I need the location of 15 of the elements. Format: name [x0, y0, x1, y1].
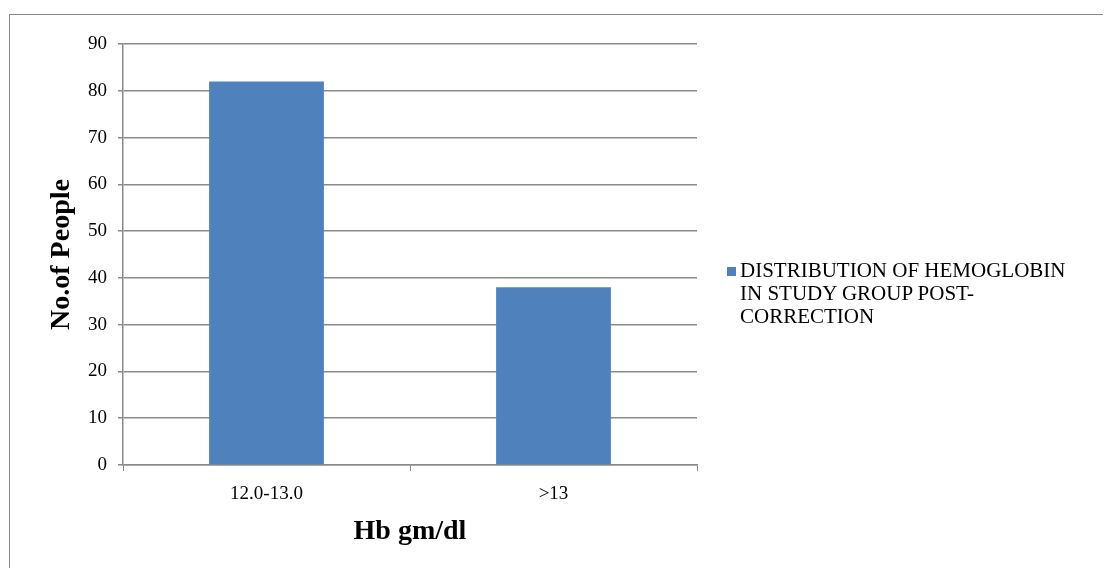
- y-tick-label: 60: [88, 172, 107, 194]
- y-tick-label: 90: [88, 31, 107, 53]
- y-tick-label: 20: [88, 359, 107, 381]
- y-tick-label: 0: [97, 452, 107, 474]
- legend-label: DISTRIBUTION OF HEMOGLOBIN IN STUDY GROUP POST-CORRECTION: [740, 258, 1067, 328]
- x-tick-label: 12.0-13.0: [230, 482, 303, 504]
- y-tick-label: 40: [88, 265, 107, 287]
- y-tick-label: 10: [88, 406, 107, 428]
- y-tick-label: 50: [88, 219, 107, 241]
- y-tick-label: 80: [88, 78, 107, 100]
- y-tick-label: 30: [88, 312, 107, 334]
- y-tick-label: 70: [88, 125, 107, 147]
- x-tick-label: >13: [538, 482, 569, 504]
- x-axis-title: Hb gm/dl: [353, 514, 467, 546]
- y-axis-title: No.of People: [44, 179, 76, 330]
